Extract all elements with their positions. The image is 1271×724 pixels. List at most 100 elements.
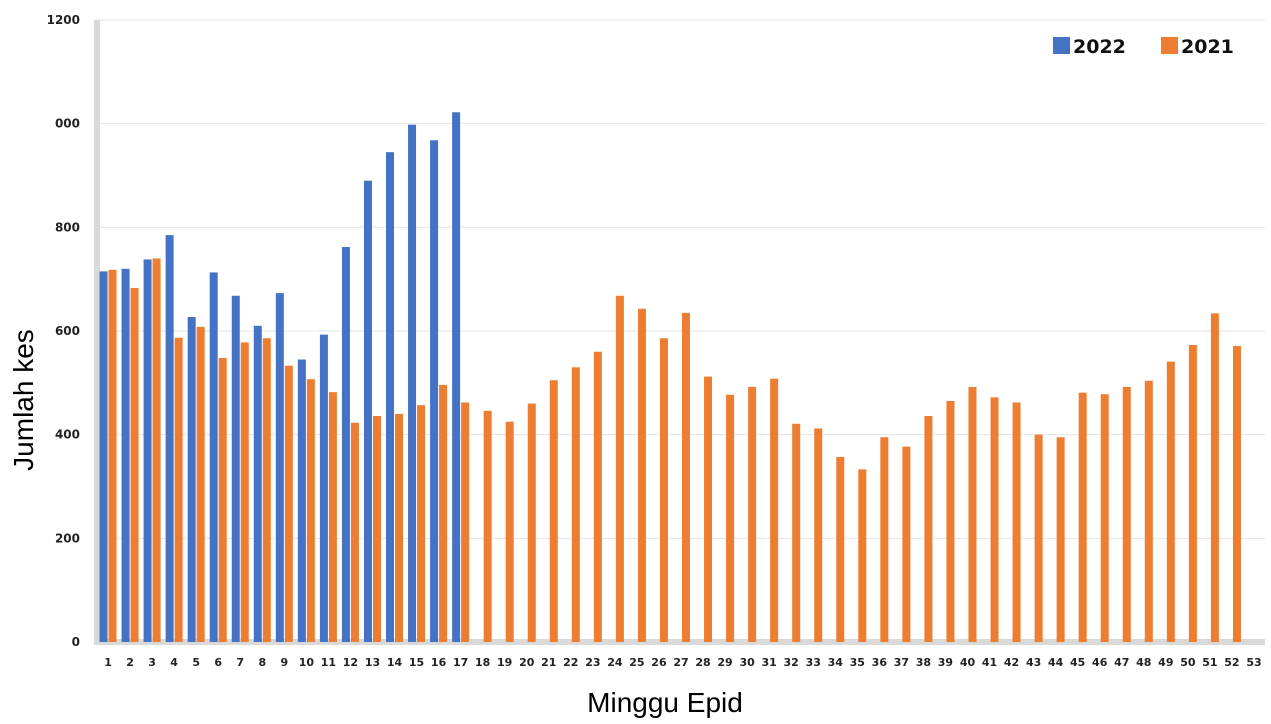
x-tick-label: 33 bbox=[806, 656, 821, 669]
x-tick-label: 38 bbox=[916, 656, 931, 669]
legend: 2022 2021 bbox=[1053, 36, 1234, 58]
bar-2022-week-13 bbox=[363, 180, 372, 642]
bar-2021-week-24 bbox=[615, 295, 624, 642]
y-tick-label: 1200 bbox=[47, 13, 80, 27]
bar-2021-week-25 bbox=[637, 308, 646, 642]
bar-2022-week-15 bbox=[408, 124, 417, 643]
x-tick-label: 27 bbox=[673, 656, 688, 669]
bar-2021-week-13 bbox=[372, 416, 381, 642]
bar-2022-week-16 bbox=[430, 140, 439, 642]
bars bbox=[99, 112, 1241, 643]
x-tick-label: 23 bbox=[585, 656, 600, 669]
bar-2022-week-6 bbox=[209, 272, 218, 642]
x-tick-label: 48 bbox=[1136, 656, 1151, 669]
y-tick-label: 200 bbox=[55, 531, 80, 545]
bar-2021-week-30 bbox=[748, 386, 757, 642]
gridlines bbox=[97, 19, 1265, 539]
bar-2021-week-26 bbox=[659, 338, 668, 642]
bar-2022-week-12 bbox=[341, 247, 350, 642]
x-tick-label: 32 bbox=[784, 656, 799, 669]
bar-2021-week-51 bbox=[1210, 313, 1219, 642]
x-tick-label: 14 bbox=[387, 656, 403, 669]
bar-2021-week-35 bbox=[858, 469, 867, 642]
bar-2022-week-1 bbox=[99, 271, 108, 642]
bar-2021-week-18 bbox=[483, 410, 492, 642]
bar-2021-week-12 bbox=[350, 422, 359, 642]
bar-2022-week-11 bbox=[319, 334, 328, 642]
bar-2021-week-37 bbox=[902, 446, 911, 642]
x-tick-label: 11 bbox=[321, 656, 336, 669]
x-tick-label: 50 bbox=[1180, 656, 1196, 669]
x-tick-label: 22 bbox=[563, 656, 578, 669]
bar-2021-week-22 bbox=[571, 367, 580, 642]
bar-2021-week-48 bbox=[1144, 380, 1153, 642]
x-tick-label: 30 bbox=[739, 656, 755, 669]
bar-2021-week-9 bbox=[284, 365, 293, 642]
x-tick-label: 5 bbox=[192, 656, 200, 669]
x-tick-label: 28 bbox=[695, 656, 710, 669]
legend-label: 2022 bbox=[1073, 36, 1126, 58]
bar-2021-week-29 bbox=[726, 394, 735, 642]
x-tick-label: 4 bbox=[170, 656, 178, 669]
x-axis-title: Minggu Epid bbox=[587, 687, 743, 718]
bar-2021-week-32 bbox=[792, 423, 801, 642]
bar-2021-week-44 bbox=[1056, 437, 1065, 642]
bar-2021-week-28 bbox=[704, 376, 713, 642]
x-tick-label: 8 bbox=[258, 656, 266, 669]
bar-2021-week-14 bbox=[395, 413, 404, 642]
bar-2021-week-38 bbox=[924, 416, 933, 642]
bar-2021-week-2 bbox=[130, 287, 139, 642]
legend-item-2021: 2021 bbox=[1161, 36, 1234, 58]
x-tick-label: 7 bbox=[236, 656, 244, 669]
bar-2021-week-33 bbox=[814, 428, 823, 642]
bar-2021-week-6 bbox=[218, 357, 227, 642]
x-tick-label: 15 bbox=[409, 656, 424, 669]
bar-2021-week-23 bbox=[593, 351, 602, 642]
x-tick-label: 41 bbox=[982, 656, 997, 669]
legend-swatch bbox=[1161, 37, 1178, 54]
bar-2021-week-46 bbox=[1100, 394, 1109, 642]
bar-2022-week-10 bbox=[297, 359, 306, 642]
x-tick-label: 31 bbox=[761, 656, 776, 669]
bar-2022-week-7 bbox=[231, 295, 240, 642]
bar-2021-week-45 bbox=[1078, 392, 1087, 642]
x-tick-label: 12 bbox=[343, 656, 358, 669]
x-tick-label: 10 bbox=[299, 656, 315, 669]
bar-2021-week-19 bbox=[505, 421, 514, 642]
x-tick-label: 1 bbox=[104, 656, 112, 669]
bar-2021-week-34 bbox=[836, 456, 845, 642]
x-tick-label: 17 bbox=[453, 656, 468, 669]
x-tick-labels: 1 2 3 4 5 6 7 8 9 10 11 12 13 14 15 16 17 18 19 20 21 22 23 24 2… bbox=[104, 656, 1261, 669]
x-tick-label: 25 bbox=[629, 656, 644, 669]
y-tick-label: 800 bbox=[55, 220, 80, 234]
x-tick-label: 3 bbox=[148, 656, 156, 669]
bar-2021-week-49 bbox=[1166, 361, 1175, 642]
x-tick-label: 37 bbox=[894, 656, 909, 669]
x-tick-label: 39 bbox=[938, 656, 953, 669]
bar-2021-week-47 bbox=[1122, 386, 1131, 642]
y-tick-label: 400 bbox=[55, 428, 80, 442]
x-tick-label: 21 bbox=[541, 656, 556, 669]
x-tick-label: 49 bbox=[1158, 656, 1173, 669]
bar-2021-week-17 bbox=[461, 402, 470, 642]
bar-2022-week-9 bbox=[275, 293, 284, 642]
x-tick-label: 36 bbox=[872, 656, 888, 669]
x-tick-label: 47 bbox=[1114, 656, 1129, 669]
bar-2021-week-36 bbox=[880, 437, 889, 642]
bar-2021-week-52 bbox=[1232, 346, 1241, 642]
y-tick-label: 000 bbox=[55, 117, 80, 131]
x-tick-label: 44 bbox=[1048, 656, 1064, 669]
bar-2022-week-17 bbox=[452, 112, 461, 643]
y-tick-label: 600 bbox=[55, 324, 80, 338]
bar-2021-week-43 bbox=[1034, 434, 1043, 642]
x-tick-label: 2 bbox=[126, 656, 134, 669]
x-tick-label: 6 bbox=[214, 656, 222, 669]
bar-2021-week-27 bbox=[682, 312, 690, 642]
bar-2021-week-50 bbox=[1188, 344, 1197, 642]
x-tick-label: 20 bbox=[519, 656, 535, 669]
x-tick-label: 53 bbox=[1246, 656, 1261, 669]
bar-2021-week-7 bbox=[240, 342, 249, 642]
bar-2022-week-3 bbox=[143, 259, 152, 642]
y-axis-title: Jumlah kes bbox=[8, 329, 39, 471]
x-tick-label: 29 bbox=[717, 656, 732, 669]
